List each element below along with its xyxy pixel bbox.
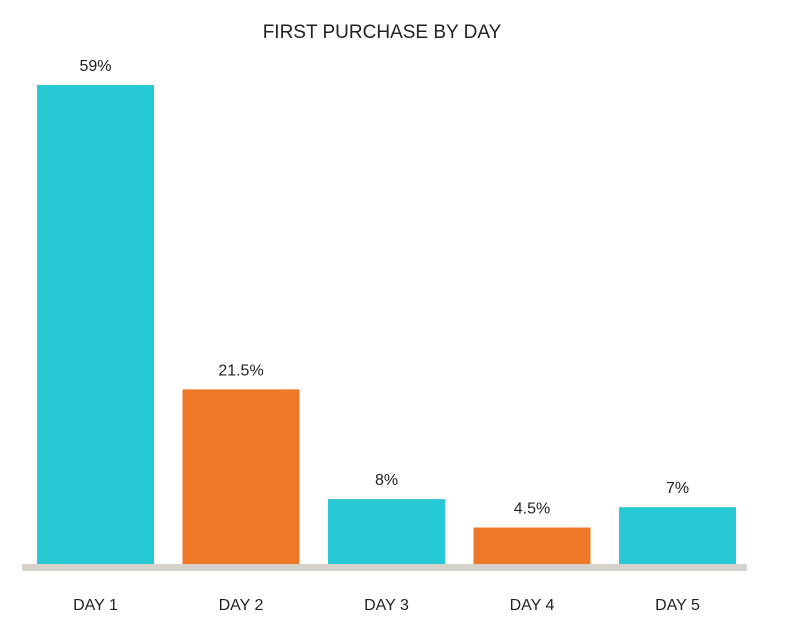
bar-day-2	[182, 389, 300, 564]
bar-day-4	[473, 527, 591, 564]
x-tick-label-day-1: DAY 1	[73, 597, 118, 614]
data-label-day-3: 8%	[375, 472, 398, 489]
x-tick-label-day-2: DAY 2	[219, 597, 264, 614]
bar-day-3	[328, 499, 445, 564]
bar-day-5	[619, 507, 736, 564]
data-label-day-2: 21.5%	[218, 362, 263, 379]
data-label-day-5: 7%	[666, 480, 689, 497]
x-axis-baseline	[22, 564, 747, 571]
chart-title: FIRST PURCHASE BY DAY	[263, 22, 502, 43]
bars-group	[37, 85, 736, 564]
data-labels-group: 59% 21.5% 8% 4.5% 7%	[79, 58, 689, 518]
x-tick-labels-group: DAY 1 DAY 2 DAY 3 DAY 4 DAY 5	[73, 597, 700, 614]
x-tick-label-day-5: DAY 5	[655, 597, 700, 614]
bar-day-1	[37, 85, 154, 564]
data-label-day-1: 59%	[79, 58, 111, 75]
data-label-day-4: 4.5%	[514, 501, 550, 518]
x-tick-label-day-3: DAY 3	[364, 597, 409, 614]
x-tick-label-day-4: DAY 4	[510, 597, 555, 614]
